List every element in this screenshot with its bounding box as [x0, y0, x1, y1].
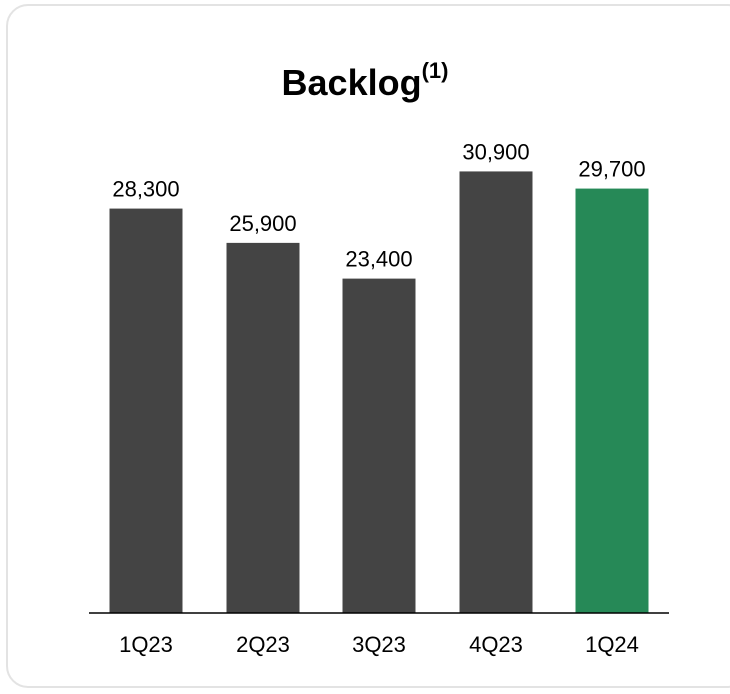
chart-title-footnote: (1): [421, 58, 449, 83]
value-labels-group: 28,300 25,900 23,400 30,900 29,700: [112, 139, 645, 271]
value-label-4q23: 30,900: [462, 139, 529, 164]
bar-1q23: [109, 208, 183, 614]
bars-group: [109, 171, 649, 614]
chart-title-text: Backlog: [281, 62, 422, 103]
bar-2q23: [226, 242, 300, 613]
x-tick-label-1q23: 1Q23: [119, 632, 173, 657]
bar-3q23: [342, 278, 416, 613]
x-tick-labels-group: 1Q23 2Q23 3Q23 4Q23 1Q24: [119, 632, 639, 657]
x-tick-label-2q23: 2Q23: [236, 632, 290, 657]
value-label-2q23: 25,900: [229, 211, 296, 236]
bar-1q24: [575, 188, 649, 613]
x-tick-label-4q23: 4Q23: [469, 632, 523, 657]
chart-title: Backlog(1): [0, 58, 730, 104]
value-label-3q23: 23,400: [345, 247, 412, 272]
bar-4q23: [459, 171, 533, 614]
value-label-1q24: 29,700: [578, 157, 645, 182]
x-tick-label-3q23: 3Q23: [352, 632, 406, 657]
x-tick-label-1q24: 1Q24: [585, 632, 639, 657]
value-label-1q23: 28,300: [112, 177, 179, 202]
